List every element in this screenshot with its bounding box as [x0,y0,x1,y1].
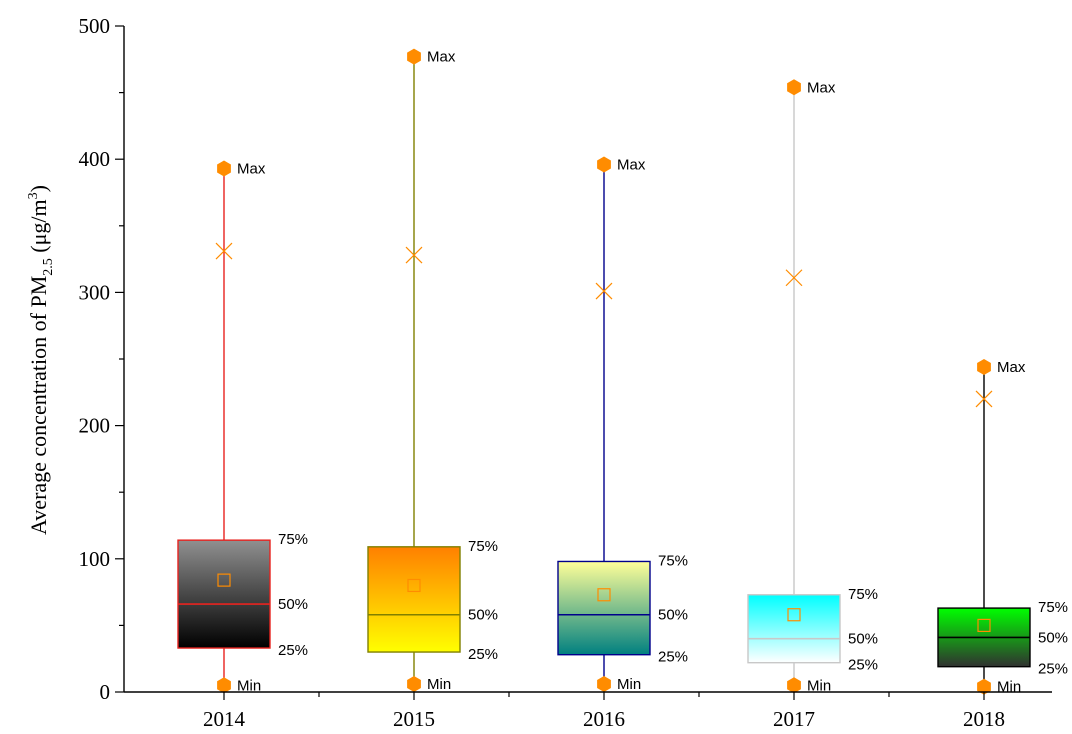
y-tick-label: 100 [79,547,111,571]
min-label: Min [237,677,261,694]
y-tick-label: 400 [79,147,111,171]
x-tick-label: 2018 [963,707,1005,731]
x-marker-stroke [595,282,613,300]
max-marker [597,156,611,173]
min-label: Min [617,676,641,693]
mean-marker [787,608,801,622]
max-label: Max [237,161,266,178]
q3-label: 75% [658,552,688,569]
y-tick-label: 200 [79,414,111,438]
q3-label: 75% [468,538,498,555]
max-marker [977,359,991,375]
x-tick-label: 2017 [773,707,815,731]
q1-label: 25% [1038,661,1068,678]
y-axis-title-subscript: 2.5 [41,258,56,276]
min-marker [407,676,421,692]
x-marker-stroke [785,269,803,287]
max-marker [407,48,421,65]
max-label: Max [807,79,836,96]
box-rect [557,560,651,656]
min-marker [977,678,991,695]
mean-marker [407,578,421,593]
median-label: 50% [848,631,878,648]
q1-label: 25% [468,646,498,663]
min-label: Min [807,677,831,694]
box-2015: Max Min 75% 50% 25% [367,48,498,693]
axes: 0 100 200 300 400 500 2014 2015 2016 2017 2018 [79,14,1052,731]
q1-label: 25% [278,642,308,659]
q3-label: 75% [1038,599,1068,616]
box-rect [747,594,841,664]
mean-marker [977,618,991,633]
median-label: 50% [278,596,308,613]
plot-area: Max Min 75% 50% 25% Max Min 75% 50% 25% Max Min 75% 5… [177,48,1068,696]
x-marker-stroke [975,390,993,408]
mean-marker [217,573,231,587]
max-marker [217,160,231,177]
box-2016: Max Min 75% 50% 25% [557,156,688,693]
y-axis-title-superscript: 3 [26,192,41,199]
min-marker [217,677,231,694]
mean-marker [597,588,611,602]
q3-label: 75% [278,531,308,548]
box-2017: Max Min 75% 50% 25% [747,79,878,694]
max-label: Max [997,359,1026,376]
max-marker [787,79,801,96]
max-label: Max [427,49,456,66]
x-tick-label: 2016 [583,707,625,731]
y-axis-title-text: Average concentration of PM2.5 (μg/m3) [26,185,56,535]
x-tick-label: 2015 [393,707,435,731]
box-rect [367,546,461,653]
box-rect [177,539,271,649]
y-tick-label: 0 [100,680,111,704]
q3-label: 75% [848,586,878,603]
q1-label: 25% [848,657,878,674]
x-tick-label: 2014 [203,707,246,731]
median-label: 50% [658,607,688,624]
y-axis-title-unit-open: (μg/m [26,199,51,258]
min-marker [597,676,611,692]
median-label: 50% [468,607,498,624]
x-marker-stroke [215,242,233,260]
max-label: Max [617,157,646,174]
min-label: Min [997,679,1021,696]
q1-label: 25% [658,649,688,666]
min-marker [787,677,801,694]
y-axis-title-unit-close: ) [26,185,51,192]
median-label: 50% [1038,629,1068,646]
box-2014: Max Min 75% 50% 25% [177,160,308,694]
y-axis-title: Average concentration of PM2.5 (μg/m3) [26,185,56,535]
x-marker-stroke [405,246,423,264]
y-tick-label: 500 [79,14,111,38]
y-axis-title-prefix: Average concentration of PM [26,276,51,535]
box-2018: Max Min 75% 50% 25% [937,359,1068,696]
y-tick-label: 300 [79,280,111,304]
min-label: Min [427,676,451,693]
